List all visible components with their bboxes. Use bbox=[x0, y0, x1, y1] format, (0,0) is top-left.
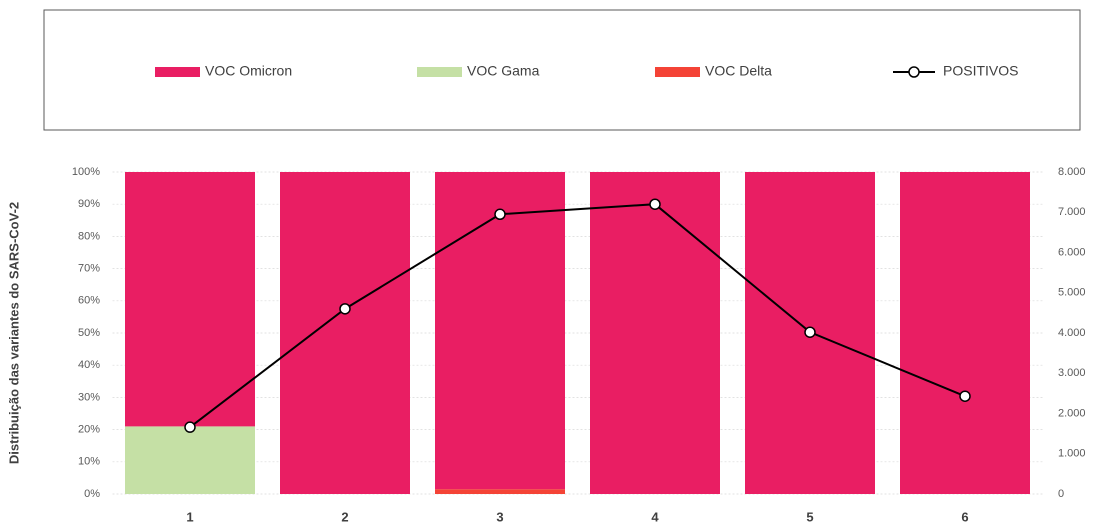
y-axis-title: Distribuição das variantes do SARS-CoV-2 bbox=[6, 202, 21, 464]
line-marker bbox=[649, 198, 661, 210]
bar bbox=[280, 172, 410, 494]
y-tick-label: 100% bbox=[72, 166, 100, 178]
line-marker bbox=[804, 326, 816, 338]
legend-label: VOC Gama bbox=[467, 63, 540, 79]
x-tick-label: 1 bbox=[186, 509, 193, 524]
x-tick-label: 5 bbox=[806, 509, 813, 524]
y-tick-label: 50% bbox=[78, 327, 100, 339]
x-tick-label: 4 bbox=[651, 509, 659, 524]
legend-marker bbox=[908, 66, 920, 78]
y2-tick-label: 6.000 bbox=[1058, 246, 1086, 258]
y-tick-label: 80% bbox=[78, 230, 100, 242]
y-tick-label: 90% bbox=[78, 198, 100, 210]
x-tick-label: 3 bbox=[496, 509, 503, 524]
legend-label: VOC Delta bbox=[705, 63, 772, 79]
legend-swatch bbox=[417, 67, 462, 77]
y2-tick-label: 5.000 bbox=[1058, 287, 1086, 299]
y2-tick-label: 1.000 bbox=[1058, 448, 1086, 460]
bar bbox=[590, 172, 720, 494]
y2-tick-label: 4.000 bbox=[1058, 327, 1086, 339]
y-tick-label: 70% bbox=[78, 263, 100, 275]
bar bbox=[435, 489, 565, 494]
y-tick-label: 10% bbox=[78, 456, 100, 468]
x-tick-label: 6 bbox=[961, 509, 968, 524]
y2-tick-label: 0 bbox=[1058, 488, 1064, 500]
y-tick-label: 60% bbox=[78, 295, 100, 307]
y-tick-label: 0% bbox=[84, 488, 100, 500]
legend-label: POSITIVOS bbox=[943, 63, 1018, 79]
bar bbox=[900, 172, 1030, 494]
bar bbox=[435, 172, 565, 490]
line bbox=[189, 203, 966, 428]
legend-swatch bbox=[655, 67, 700, 77]
line-marker bbox=[339, 303, 351, 315]
y2-tick-label: 2.000 bbox=[1058, 407, 1086, 419]
y2-tick-label: 3.000 bbox=[1058, 367, 1086, 379]
line-marker bbox=[494, 208, 506, 221]
legend-box bbox=[43, 9, 1081, 131]
legend-swatch bbox=[155, 67, 200, 77]
y2-tick-label: 8.000 bbox=[1058, 166, 1086, 178]
y-tick-label: 40% bbox=[78, 359, 100, 371]
y-tick-label: 30% bbox=[78, 391, 100, 403]
line-marker bbox=[184, 421, 196, 433]
line-marker bbox=[959, 390, 971, 402]
x-tick-label: 2 bbox=[341, 509, 348, 524]
y-tick-label: 20% bbox=[78, 424, 100, 436]
bar bbox=[125, 172, 255, 427]
bar bbox=[125, 426, 255, 494]
y2-tick-label: 7.000 bbox=[1058, 206, 1086, 218]
legend-label: VOC Omicron bbox=[205, 63, 292, 79]
